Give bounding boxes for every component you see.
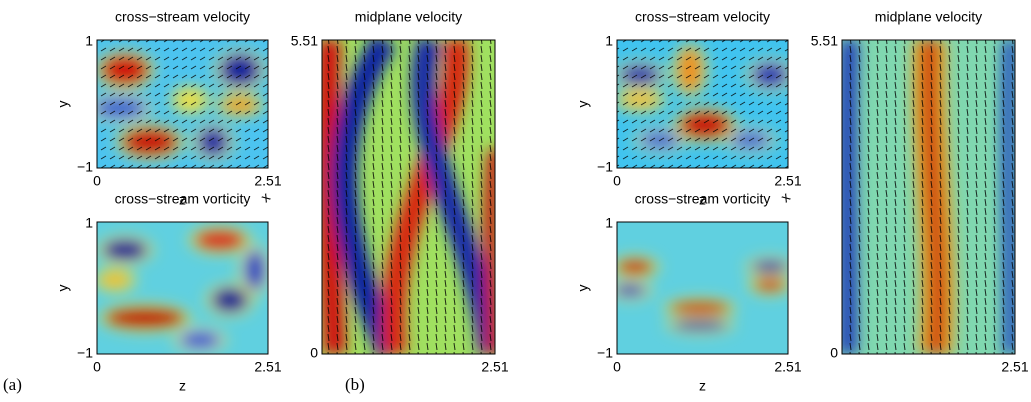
y-tick-label: −1	[597, 345, 613, 361]
x-tick-label: 2.51	[1001, 359, 1028, 375]
frame	[616, 39, 789, 169]
corner-label: x	[777, 189, 793, 206]
plot-title: midplane velocity	[875, 9, 982, 25]
y-tick-label: −1	[77, 345, 93, 361]
field	[842, 40, 1015, 354]
x-axis-label: z	[699, 378, 706, 394]
frame	[841, 39, 1016, 355]
y-tick-label: 1	[85, 215, 93, 231]
x-tick-label: 2.51	[254, 173, 281, 189]
y-tick-label: 5.51	[811, 33, 838, 49]
frame	[616, 221, 789, 355]
blob	[100, 272, 130, 288]
x-axis-label: z	[179, 378, 186, 394]
y-tick-label: 5.51	[291, 33, 318, 49]
y-tick-label: 1	[605, 215, 613, 231]
blob	[672, 320, 728, 330]
vectors	[322, 40, 495, 354]
x-tick-label: 2.51	[254, 359, 281, 375]
vectors	[617, 40, 788, 168]
x-tick-label: 2.51	[481, 359, 508, 375]
plot-title: cross−stream vorticity	[635, 191, 771, 207]
blob	[670, 302, 730, 314]
frame	[321, 39, 496, 355]
blob	[103, 240, 147, 260]
x-tick-label: 2.51	[774, 359, 801, 375]
plot-title: cross−stream velocity	[115, 9, 250, 25]
blob	[180, 332, 220, 348]
x-tick-label: 0	[613, 359, 621, 375]
x-tick-label: 2.51	[774, 173, 801, 189]
blob	[105, 308, 185, 328]
field	[617, 222, 788, 354]
frame	[96, 221, 269, 355]
plot-title: midplane velocity	[355, 9, 462, 25]
panel-label: (a)	[3, 375, 22, 394]
contours	[617, 254, 788, 336]
vectors	[97, 40, 268, 168]
contours	[97, 224, 268, 354]
x-tick-label: 0	[93, 173, 101, 189]
blob	[212, 288, 248, 312]
vectors	[842, 40, 1015, 354]
blob	[195, 230, 245, 250]
y-tick-label: 0	[310, 345, 318, 361]
y-axis-label: y	[575, 285, 591, 292]
x-tick-label: 0	[93, 359, 101, 375]
y-axis-label: y	[55, 101, 71, 108]
y-axis-label: y	[575, 101, 591, 108]
y-axis-label: y	[55, 285, 71, 292]
field	[97, 222, 268, 354]
plot-title: cross−stream vorticity	[115, 191, 251, 207]
y-tick-label: −1	[77, 159, 93, 175]
plot-title: cross−stream velocity	[635, 9, 770, 25]
corner-label: x	[257, 189, 273, 206]
blob	[754, 279, 786, 291]
x-axis-label: z	[179, 192, 186, 208]
y-tick-label: −1	[597, 159, 613, 175]
blob	[617, 284, 646, 296]
y-tick-label: 0	[830, 345, 838, 361]
field	[617, 40, 788, 168]
x-axis-label: z	[699, 192, 706, 208]
y-tick-label: 1	[605, 33, 613, 49]
field	[97, 40, 268, 168]
frame	[96, 39, 269, 169]
panel-label: (b)	[345, 375, 365, 394]
field	[322, 40, 495, 354]
blob	[617, 260, 653, 274]
blob	[752, 261, 788, 273]
blob	[245, 250, 265, 290]
y-tick-label: 1	[85, 33, 93, 49]
x-tick-label: 0	[613, 173, 621, 189]
